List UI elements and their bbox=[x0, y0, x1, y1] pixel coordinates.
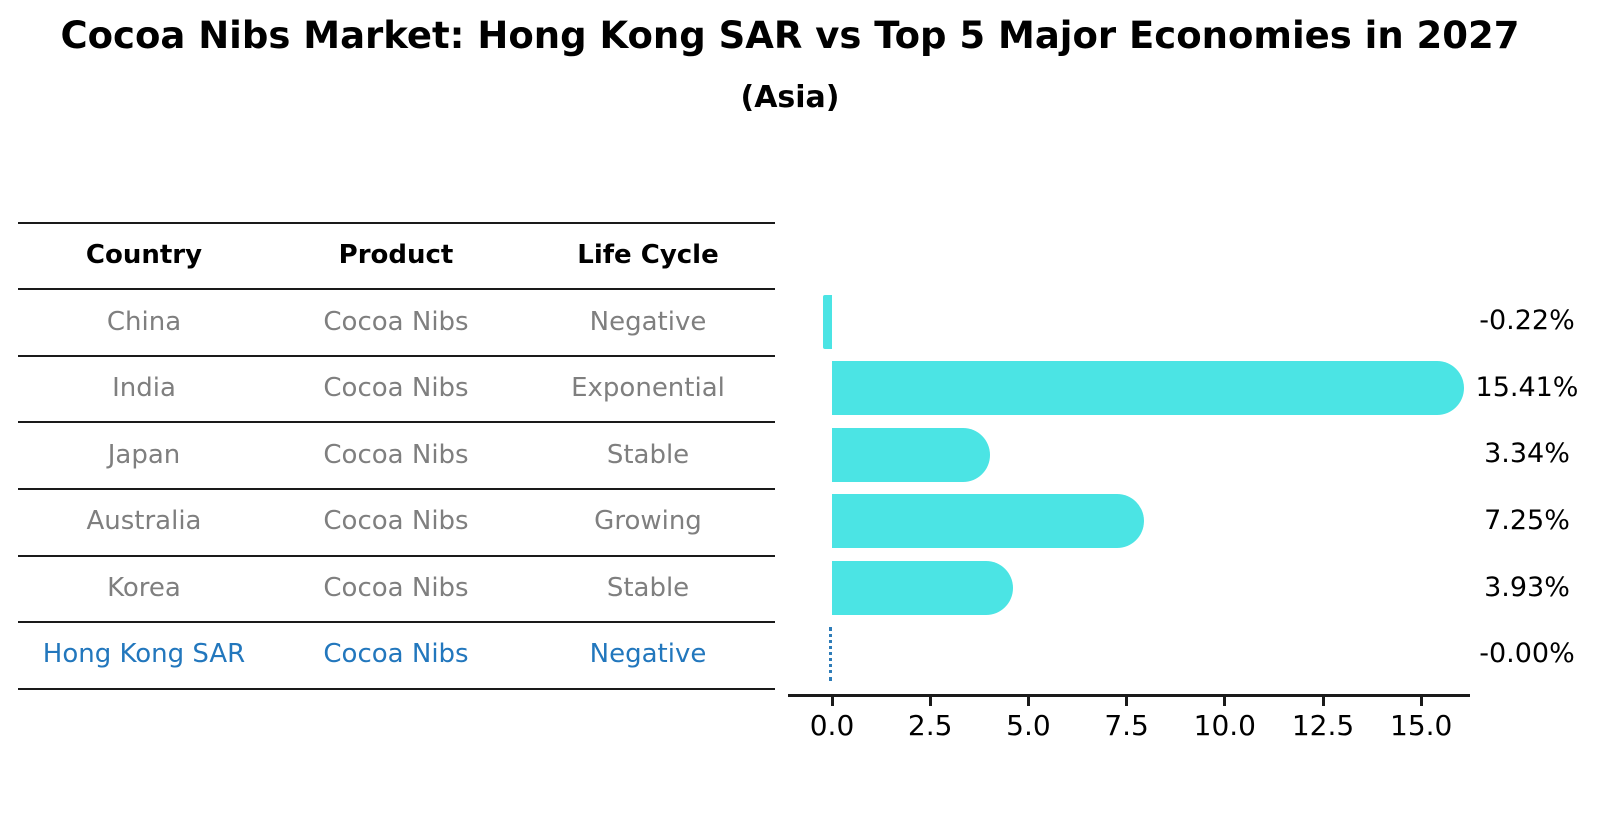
product-cell: Cocoa Nibs bbox=[323, 572, 469, 603]
life-cycle-cell: Negative bbox=[589, 306, 707, 337]
bar-negative bbox=[823, 294, 832, 349]
bar bbox=[832, 361, 1465, 416]
x-tick-label: 12.5 bbox=[1291, 709, 1355, 742]
x-axis-tick bbox=[1125, 697, 1129, 706]
x-axis-tick bbox=[1223, 697, 1227, 706]
x-axis-tick bbox=[1321, 697, 1325, 706]
product-cell: Cocoa Nibs bbox=[323, 506, 469, 537]
x-axis-tick bbox=[1026, 697, 1030, 706]
table-row-divider bbox=[18, 288, 775, 291]
table-row-divider bbox=[18, 354, 775, 357]
table-row-japan: Japan Cocoa Nibs Stable bbox=[18, 421, 775, 488]
x-axis-tick bbox=[928, 697, 932, 706]
x-tick-label: 5.0 bbox=[1006, 709, 1051, 742]
table-row-divider bbox=[18, 554, 775, 557]
x-tick-label: 10.0 bbox=[1193, 709, 1256, 742]
value-label: -0.22% bbox=[1479, 305, 1575, 337]
column-header-product: Product bbox=[338, 240, 454, 270]
life-cycle-cell: Negative bbox=[589, 639, 707, 670]
chart-subtitle: (Asia) bbox=[740, 80, 840, 115]
life-cycle-cell: Exponential bbox=[571, 373, 725, 404]
value-label: 15.41% bbox=[1475, 371, 1579, 403]
table-row-hong-kong-sar: Hong Kong SAR Cocoa Nibs Negative bbox=[18, 621, 775, 688]
column-header-life-cycle: Life Cycle bbox=[577, 240, 719, 270]
value-label: 3.93% bbox=[1484, 571, 1570, 603]
bar bbox=[832, 427, 991, 482]
x-tick-label: 2.5 bbox=[907, 709, 953, 742]
product-cell: Cocoa Nibs bbox=[323, 439, 469, 470]
country-cell: Japan bbox=[107, 439, 181, 470]
table-row-divider bbox=[18, 488, 775, 490]
table-row-china: China Cocoa Nibs Negative bbox=[18, 288, 775, 355]
table-row-korea: Korea Cocoa Nibs Stable bbox=[18, 555, 775, 622]
product-cell: Cocoa Nibs bbox=[323, 306, 469, 337]
x-tick-label: 0.0 bbox=[809, 709, 855, 742]
product-cell: Cocoa Nibs bbox=[323, 373, 469, 404]
country-cell: Australia bbox=[86, 506, 202, 537]
country-cell: Korea bbox=[107, 572, 181, 603]
table-border-top bbox=[18, 221, 775, 224]
bar bbox=[832, 494, 1144, 549]
table-header-row: Country Product Life Cycle bbox=[18, 222, 775, 288]
table-row-divider bbox=[18, 621, 775, 624]
x-axis-tick bbox=[830, 697, 834, 706]
table-row-australia: Australia Cocoa Nibs Growing bbox=[18, 488, 775, 555]
product-cell: Cocoa Nibs bbox=[323, 639, 469, 670]
highlight-zero-marker bbox=[829, 627, 832, 682]
life-cycle-cell: Stable bbox=[606, 439, 690, 470]
table-row-divider bbox=[18, 687, 775, 690]
value-label: 7.25% bbox=[1484, 505, 1570, 536]
country-cell: Hong Kong SAR bbox=[42, 639, 246, 670]
column-header-country: Country bbox=[85, 240, 203, 270]
x-tick-label: 7.5 bbox=[1104, 709, 1149, 742]
life-cycle-cell: Stable bbox=[606, 572, 690, 603]
chart-title: Cocoa Nibs Market: Hong Kong SAR vs Top … bbox=[60, 14, 1520, 57]
country-cell: China bbox=[106, 306, 182, 337]
value-label: -0.00% bbox=[1479, 638, 1575, 670]
life-cycle-cell: Growing bbox=[594, 506, 702, 537]
country-cell: India bbox=[112, 373, 176, 404]
x-axis-tick bbox=[1419, 697, 1423, 706]
value-label: 3.34% bbox=[1484, 438, 1570, 470]
x-axis-line bbox=[788, 694, 1470, 697]
table-row-india: India Cocoa Nibs Exponential bbox=[18, 355, 775, 422]
x-tick-label: 15.0 bbox=[1390, 709, 1453, 742]
bar bbox=[832, 560, 1014, 615]
table-row-divider bbox=[18, 421, 775, 424]
